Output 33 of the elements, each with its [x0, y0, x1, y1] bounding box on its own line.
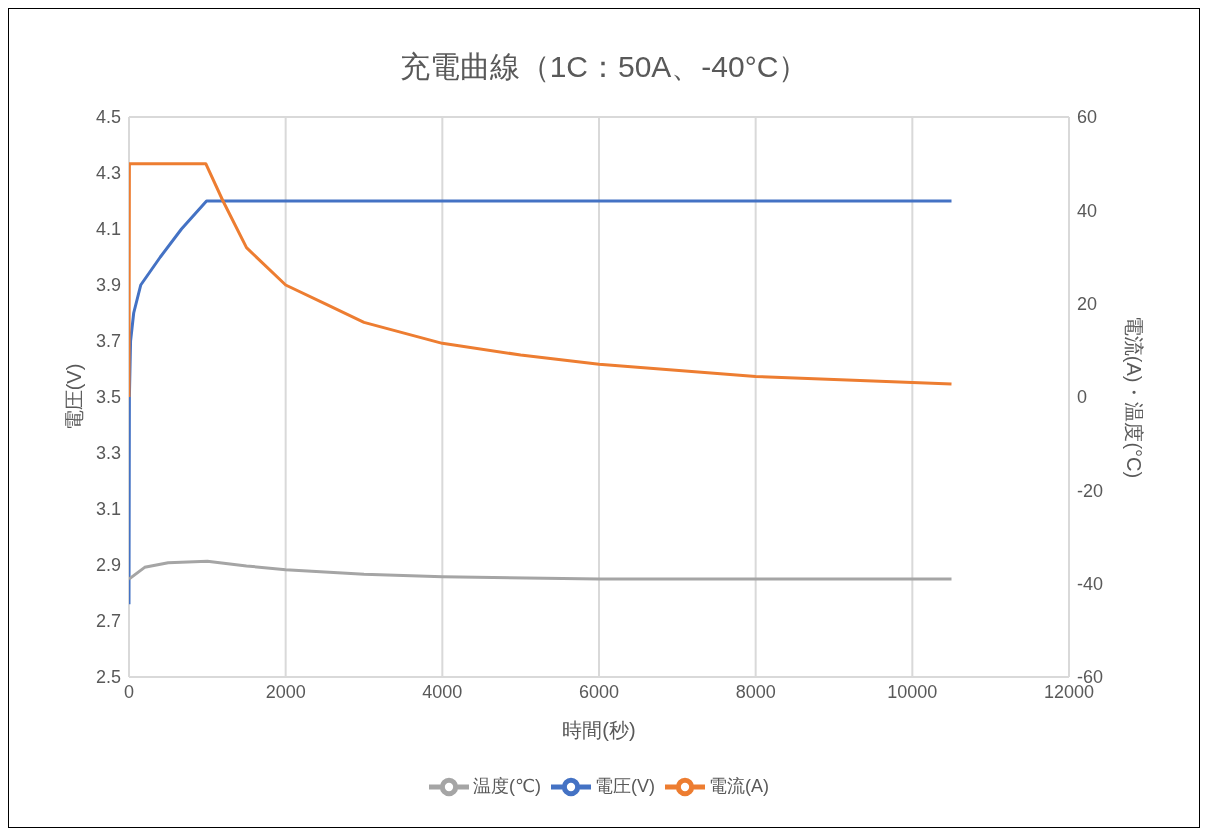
y-tick-label: 3.3 — [95, 443, 121, 464]
x-tick-label: 6000 — [578, 681, 620, 702]
y2-tick-label: 0 — [1077, 387, 1088, 408]
line-series — [129, 559, 953, 581]
y-tick-label: 2.5 — [95, 667, 121, 688]
x-tick-label: 4000 — [422, 681, 463, 702]
line-series — [129, 162, 953, 399]
y2-tick-label: -40 — [1077, 574, 1104, 595]
x-tick-label: 0 — [123, 681, 135, 702]
y2-tick-label: 20 — [1077, 294, 1098, 315]
y-axis-title: 電圧(V) — [63, 363, 86, 431]
y-tick-label: 2.9 — [95, 555, 121, 576]
x-tick-label: 10000 — [887, 681, 938, 702]
x-tick-label: 2000 — [265, 681, 306, 702]
legend-label: 電流(A) — [709, 775, 770, 796]
legend-label: 温度(℃) — [472, 775, 542, 796]
legend-label: 電圧(V) — [595, 775, 656, 796]
y-tick-label: 3.5 — [95, 387, 121, 408]
x-tick-label: 8000 — [735, 681, 776, 702]
y2-tick-label: -20 — [1077, 480, 1104, 501]
y-tick-label: 4.5 — [95, 107, 121, 128]
y-tick-label: 3.7 — [95, 331, 121, 352]
y-tick-label: 4.3 — [95, 163, 121, 184]
x-axis-title: 時間(秒) — [562, 719, 636, 741]
y2-tick-label: 60 — [1077, 107, 1098, 128]
line-series — [129, 199, 953, 606]
y-tick-label: 3.9 — [95, 275, 121, 296]
y-tick-label: 2.7 — [95, 611, 121, 632]
y-tick-label: 4.1 — [95, 219, 121, 240]
y-tick-label: 3.1 — [95, 499, 121, 520]
chart-title: 充電曲線（1C：50A、-40°C） — [398, 49, 810, 85]
y2-tick-label: 40 — [1077, 200, 1098, 221]
y2-axis-title: 電流(A)・温度(°C) — [1122, 315, 1145, 479]
